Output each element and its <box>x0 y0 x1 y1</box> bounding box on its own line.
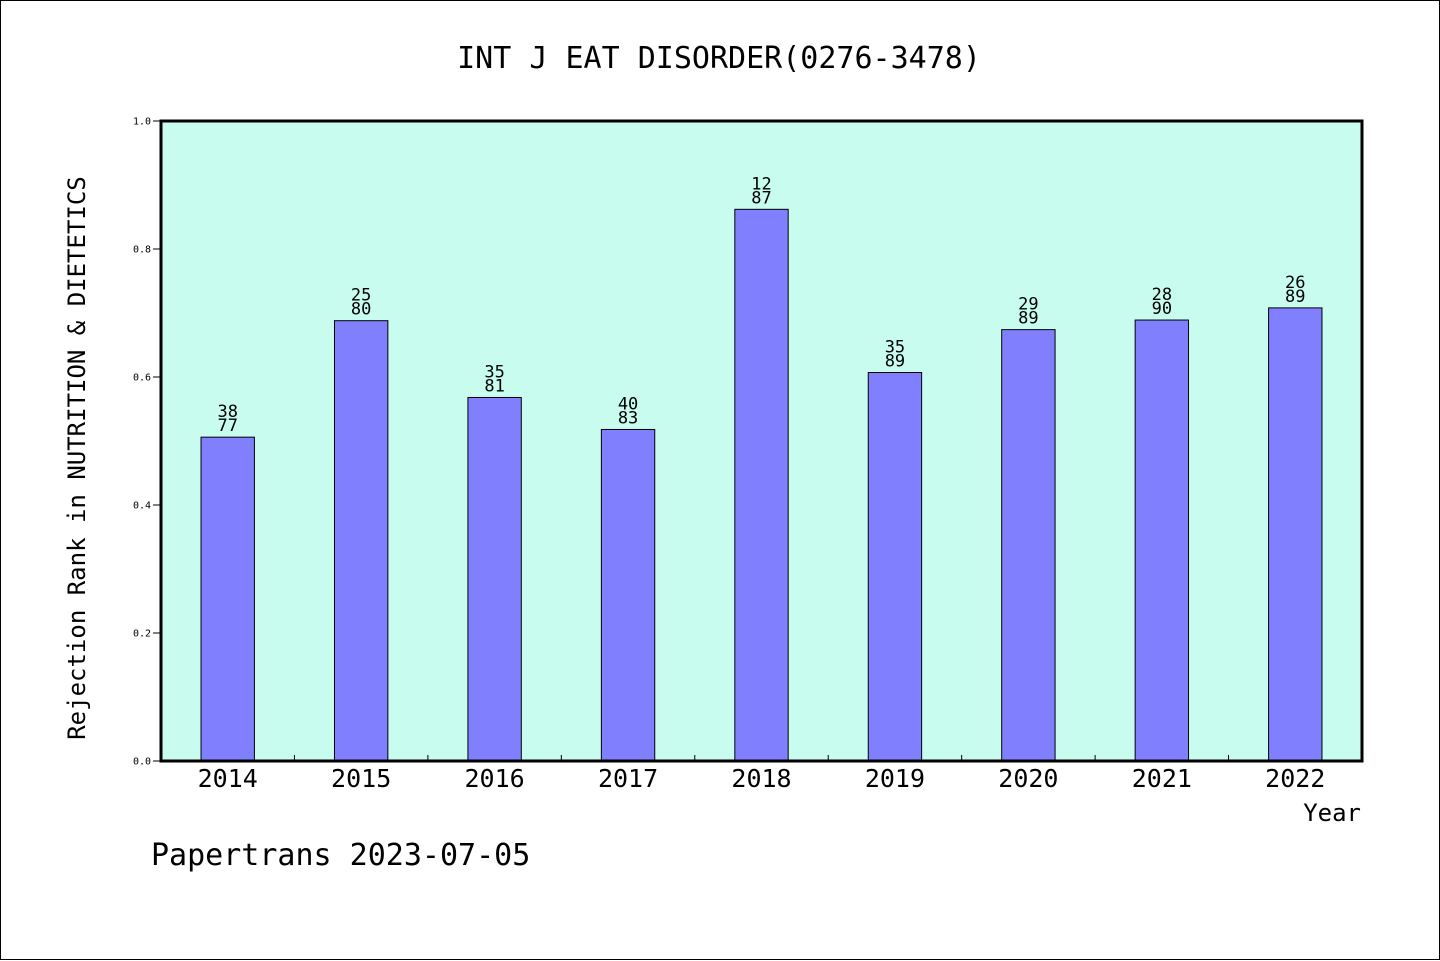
y-axis-label: Rejection Rank in NUTRITION & DIETETICS <box>63 176 91 740</box>
x-tick-label: 2019 <box>865 764 925 793</box>
bar-label-bottom: 90 <box>1152 299 1172 319</box>
bar-series <box>200 208 1323 762</box>
bar-2018 <box>734 208 789 762</box>
x-tick-label: 2022 <box>1265 764 1325 793</box>
bar-2022 <box>1268 307 1323 762</box>
bar-2019 <box>867 372 923 762</box>
x-tick-label: 2021 <box>1132 764 1192 793</box>
bar-2016 <box>467 396 522 762</box>
y-tick-label: 1.0 <box>133 117 151 128</box>
bar-label-bottom: 89 <box>1285 287 1305 307</box>
x-tick-label: 2016 <box>465 764 525 793</box>
y-tick-label: 0.8 <box>133 245 151 256</box>
bar-label-top: 35 <box>484 362 504 382</box>
bar-label-bottom: 77 <box>217 416 237 436</box>
bar-label-top: 40 <box>618 394 638 414</box>
bar-2014 <box>200 436 255 762</box>
bar-label-bottom: 83 <box>618 408 638 428</box>
y-tick-label: 0.2 <box>133 629 151 640</box>
x-tick-label: 2014 <box>198 764 258 793</box>
chart-title: INT J EAT DISORDER(0276-3478) <box>457 41 981 76</box>
bar-label-bottom: 81 <box>484 376 504 396</box>
x-tick-label: 2020 <box>998 764 1058 793</box>
x-axis-label: Year <box>1303 799 1361 827</box>
x-tick-label: 2018 <box>731 764 791 793</box>
y-tick-label: 0.0 <box>133 757 151 768</box>
bar-label-bottom: 80 <box>351 300 371 320</box>
bar-label-top: 28 <box>1152 285 1172 305</box>
bar-label-bottom: 87 <box>751 188 771 208</box>
footer-credit: Papertrans 2023-07-05 <box>151 838 530 873</box>
bar-label-top: 26 <box>1285 273 1305 293</box>
plot-border <box>159 119 1364 763</box>
bar-label-top: 25 <box>351 286 371 306</box>
bar-label-top: 12 <box>751 174 771 194</box>
bar-label-top: 29 <box>1018 295 1038 315</box>
y-tick-label: 0.4 <box>133 501 151 512</box>
bar-label-bottom: 89 <box>885 352 905 372</box>
bar-label-bottom: 89 <box>1018 309 1038 329</box>
x-tick-label: 2017 <box>598 764 658 793</box>
bar-label-top: 38 <box>217 402 237 422</box>
y-tick-label: 0.6 <box>133 373 151 384</box>
y-axis: 0.0 0.2 0.4 0.6 0.8 1.0 <box>133 117 161 768</box>
bar-2015 <box>333 320 389 762</box>
bar-2021 <box>1134 319 1190 762</box>
bar-2017 <box>600 428 656 762</box>
x-tick-label: 2015 <box>331 764 391 793</box>
x-axis: 2014 2015 2016 2017 2018 2019 2020 2021 2022 <box>198 755 1325 793</box>
bar-label-top: 35 <box>885 338 905 358</box>
bar-2020 <box>1001 329 1056 762</box>
